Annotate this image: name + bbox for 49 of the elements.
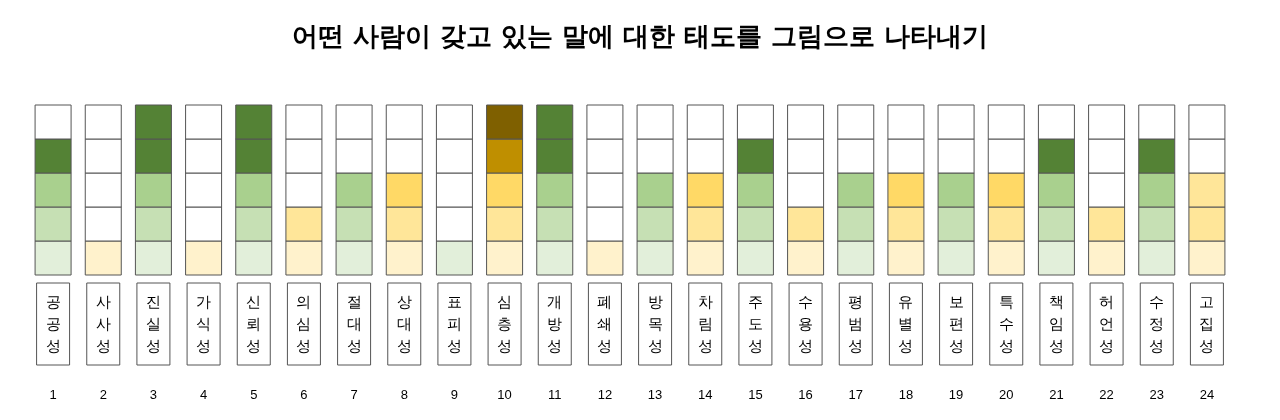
x-tick-label: 신뢰성 bbox=[246, 293, 262, 355]
chart-title: 어떤 사람이 갖고 있는 말에 대한 태도를 그림으로 나타내기 bbox=[291, 21, 989, 51]
x-tick-label: 차림성 bbox=[697, 293, 713, 355]
text: 21 bbox=[1049, 386, 1064, 402]
x-tick-label: 주도성 bbox=[747, 293, 763, 355]
text: 7 bbox=[350, 386, 358, 402]
text: 15 bbox=[748, 386, 763, 402]
text: 1 bbox=[49, 386, 57, 402]
x-tick-label: 상대성 bbox=[396, 293, 412, 355]
x-tick-label: 방목성 bbox=[647, 293, 663, 355]
x-tick-label: 보편성 bbox=[948, 293, 964, 355]
x-tick-label: 개방성 bbox=[547, 293, 563, 355]
x-tick-label: 평범성 bbox=[848, 293, 864, 355]
text: 3 bbox=[149, 386, 158, 402]
text: 17 bbox=[848, 386, 863, 402]
x-tick-label: 폐쇄성 bbox=[597, 293, 613, 355]
text: 22 bbox=[1099, 386, 1114, 402]
x-tick-label: 수정성 bbox=[1149, 293, 1165, 355]
x-tick-label: 공공성 bbox=[45, 293, 61, 355]
text: 13 bbox=[647, 386, 663, 402]
text: 18 bbox=[898, 386, 914, 402]
text: 19 bbox=[948, 386, 964, 402]
x-tick-label: 고집성 bbox=[1199, 293, 1215, 355]
text: 10 bbox=[497, 386, 512, 402]
text: 14 bbox=[698, 386, 713, 402]
x-tick-label: 특수성 bbox=[998, 293, 1014, 355]
x-tick-label: 책임성 bbox=[1048, 293, 1064, 355]
text: 11 bbox=[548, 386, 562, 402]
text: 12 bbox=[597, 386, 613, 402]
text: 6 bbox=[300, 386, 308, 402]
text: 4 bbox=[199, 386, 208, 402]
text: 9 bbox=[450, 386, 459, 402]
x-tick-label: 진실성 bbox=[145, 293, 161, 355]
x-tick-label: 유별성 bbox=[898, 293, 914, 355]
text: 2 bbox=[99, 386, 107, 402]
x-tick-label: 수용성 bbox=[798, 293, 814, 355]
x-tick-label: 표피성 bbox=[446, 293, 462, 355]
text: 16 bbox=[798, 386, 813, 402]
text: 24 bbox=[1199, 386, 1215, 402]
x-tick-label: 사사성 bbox=[95, 293, 111, 355]
x-tick-label: 가식성 bbox=[196, 293, 212, 355]
x-tick-label: 절대성 bbox=[346, 293, 362, 355]
text: 23 bbox=[1149, 386, 1164, 402]
x-tick-label: 허언성 bbox=[1099, 293, 1115, 355]
x-tick-label: 심층성 bbox=[497, 293, 513, 355]
x-tick-label: 의심성 bbox=[296, 293, 312, 355]
text: 8 bbox=[400, 386, 408, 402]
text: 5 bbox=[250, 386, 258, 402]
text: 20 bbox=[999, 386, 1014, 402]
